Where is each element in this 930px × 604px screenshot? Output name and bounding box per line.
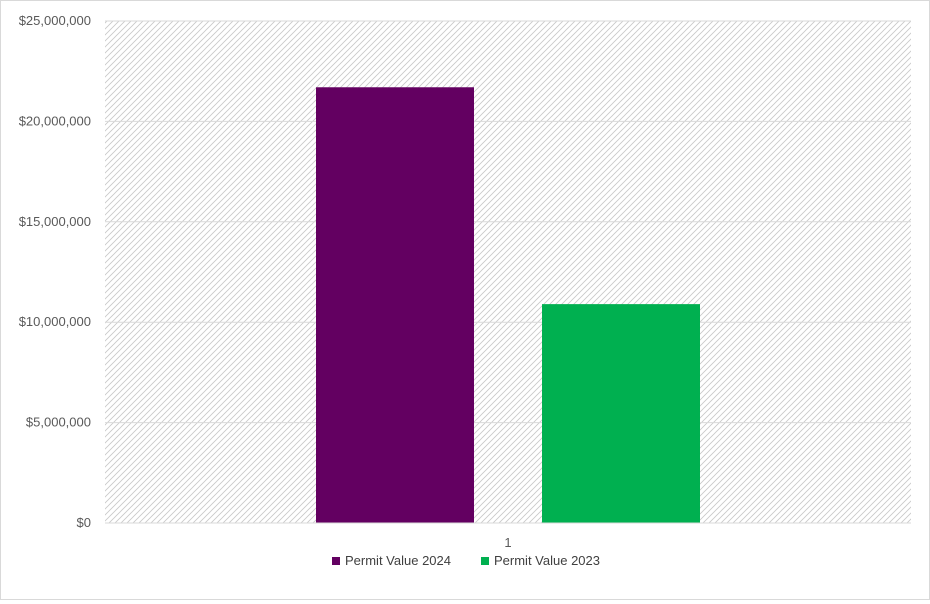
legend-swatch-2023 [481,556,489,565]
y-tick-label: $15,000,000 [19,214,91,229]
x-axis-category-label: 1 [504,535,511,550]
y-tick-label: $20,000,000 [19,113,91,128]
plot-area [105,21,911,523]
legend: Permit Value 2024 Permit Value 2023 [1,553,930,568]
legend-item-2024: Permit Value 2024 [332,553,451,568]
y-tick-label: $25,000,000 [19,13,91,28]
y-tick-label: $0 [77,515,91,530]
legend-label-2023: Permit Value 2023 [494,553,600,568]
y-tick-label: $10,000,000 [19,314,91,329]
bars [316,87,700,523]
bar-permit-value-2024 [316,87,474,523]
bar-permit-value-2023 [542,304,700,523]
legend-label-2024: Permit Value 2024 [345,553,451,568]
gridlines [105,20,911,424]
y-tick-label: $5,000,000 [26,415,91,430]
legend-item-2023: Permit Value 2023 [481,553,600,568]
legend-swatch-2024 [332,556,340,565]
y-axis-tick-labels: $0 $5,000,000 $10,000,000 $15,000,000 $20,00… [19,13,91,530]
